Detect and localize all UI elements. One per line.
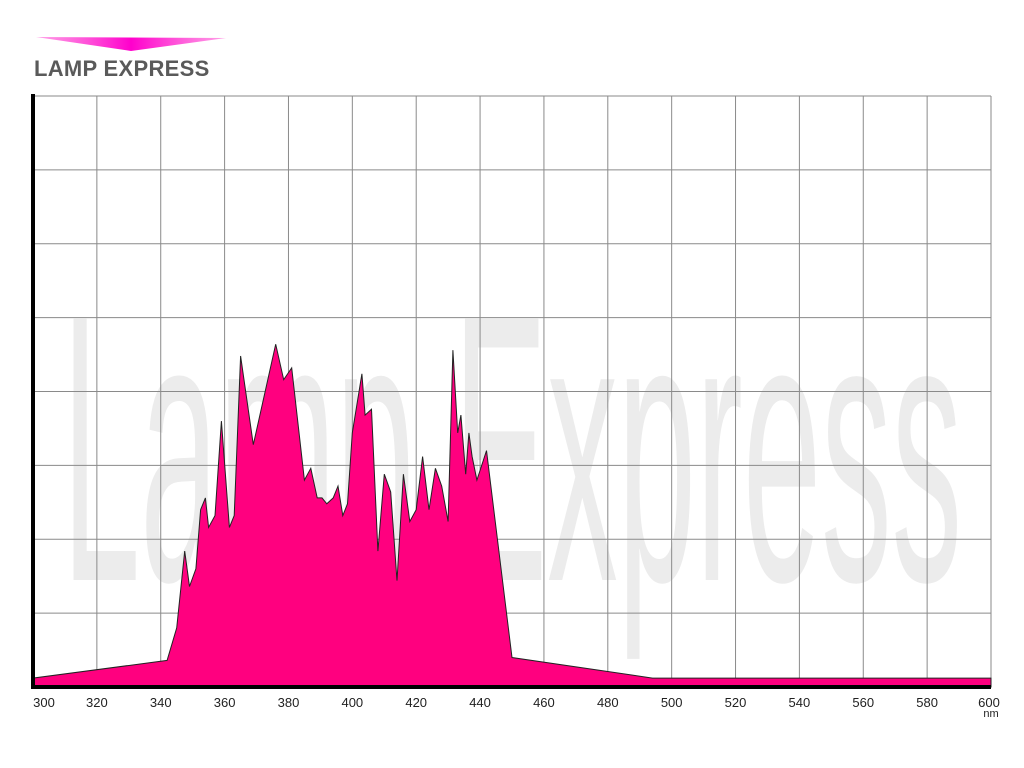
x-tick-label: 560 bbox=[852, 695, 874, 710]
x-tick-label: 320 bbox=[86, 695, 108, 710]
x-tick-label: 580 bbox=[916, 695, 938, 710]
x-tick-label: 440 bbox=[469, 695, 491, 710]
x-tick-label: 360 bbox=[214, 695, 236, 710]
brand-title: LAMP EXPRESS bbox=[34, 56, 210, 81]
x-tick-label: 420 bbox=[405, 695, 427, 710]
x-tick-label: 400 bbox=[341, 695, 363, 710]
x-tick-label: 460 bbox=[533, 695, 555, 710]
x-tick-label: 520 bbox=[725, 695, 747, 710]
x-tick-label: 300 bbox=[33, 695, 55, 710]
x-tick-label: 540 bbox=[789, 695, 811, 710]
logo-swoosh bbox=[36, 37, 226, 51]
x-tick-label: 500 bbox=[661, 695, 683, 710]
x-tick-label: 380 bbox=[278, 695, 300, 710]
x-axis-unit: nm bbox=[983, 708, 998, 720]
x-tick-label: 340 bbox=[150, 695, 172, 710]
x-tick-label: 600 bbox=[978, 695, 1000, 710]
x-tick-labels: 300 320 340 360 380 400 420 440 460 480 500 520 540 5… bbox=[33, 695, 1000, 710]
x-tick-label: 480 bbox=[597, 695, 619, 710]
spectrum-area bbox=[32, 344, 992, 688]
